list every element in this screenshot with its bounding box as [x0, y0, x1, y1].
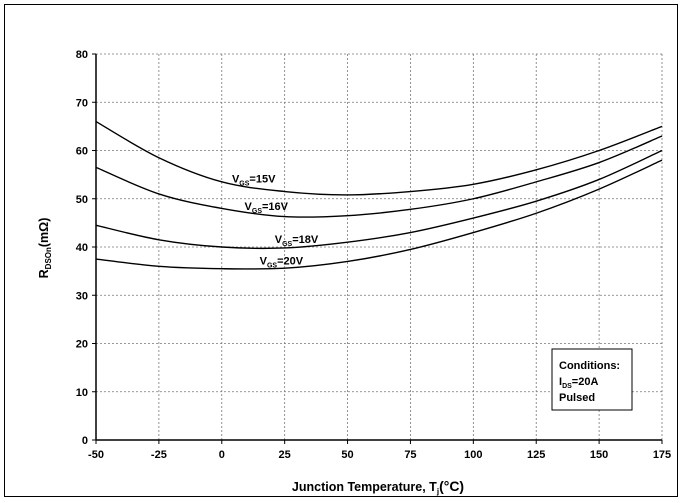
series-label: VGS=15V: [232, 173, 276, 187]
y-tick-label: 40: [76, 242, 88, 254]
y-tick-label: 30: [76, 290, 88, 302]
series: [95, 120, 663, 270]
y-tick-label: 60: [76, 146, 88, 158]
chart-frame: [4, 4, 678, 497]
x-tick-label: 50: [341, 449, 353, 461]
curve-labels: VGS=15V VGS=16V VGS=18V VGS=20V: [232, 173, 319, 269]
conditions-title: Conditions:: [559, 360, 620, 372]
x-tick-label: 175: [653, 449, 671, 461]
y-tick-label: 10: [76, 387, 88, 399]
x-axis-label: Junction Temperature, Tj(°C): [292, 478, 464, 496]
series-label: VGS=20V: [260, 255, 304, 269]
series-label: VGS=16V: [245, 201, 289, 215]
x-tick-label: 75: [404, 449, 416, 461]
grid: [96, 53, 663, 440]
x-tick-label: -25: [151, 449, 167, 461]
y-tick-label: 50: [76, 194, 88, 206]
x-tick-label: 0: [219, 449, 225, 461]
y-tick-label: 20: [76, 339, 88, 351]
x-tick-label: 100: [464, 449, 482, 461]
conditions-box: Conditions: IDS=20A Pulsed: [551, 348, 633, 411]
y-tick-label: 80: [76, 49, 88, 61]
ticks: -50 -25 0 25 50 75 100 125 150 175 0 10 20 30 40 50 60 70…: [76, 49, 671, 461]
x-tick-label: -50: [88, 449, 104, 461]
conditions-pulsed: Pulsed: [559, 392, 595, 404]
y-tick-label: 70: [76, 97, 88, 109]
series-line: [95, 149, 663, 250]
series-line: [95, 159, 663, 270]
series-line: [95, 135, 663, 218]
series-label: VGS=18V: [275, 234, 319, 248]
conditions-current: IDS=20A: [559, 376, 598, 390]
x-tick-label: 150: [590, 449, 608, 461]
series-line: [95, 120, 663, 196]
y-tick-label: 0: [82, 435, 88, 447]
x-tick-label: 125: [527, 449, 545, 461]
x-tick-label: 25: [279, 449, 291, 461]
y-axis-label: RDSOn(mΩ): [37, 218, 53, 279]
